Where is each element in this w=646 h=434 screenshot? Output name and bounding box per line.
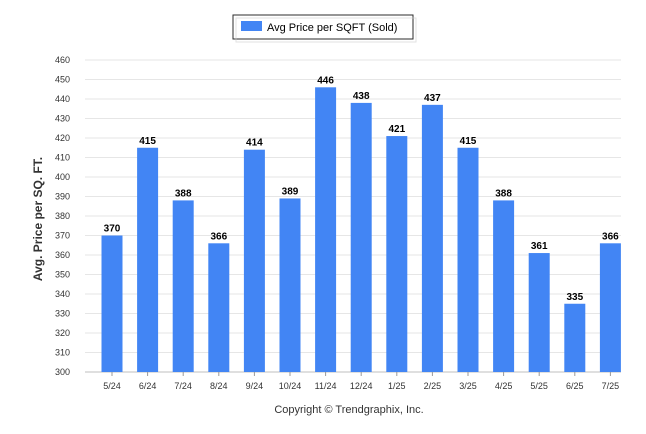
bar-value-label: 446 — [317, 75, 334, 86]
bar — [457, 147, 479, 372]
bar-value-label: 335 — [566, 292, 583, 303]
x-tick-label: 5/25 — [530, 381, 548, 391]
legend-label: Avg Price per SQFT (Sold) — [267, 22, 397, 34]
legend-swatch — [241, 21, 262, 31]
bar-value-label: 366 — [210, 231, 227, 242]
y-tick-label: 410 — [55, 153, 70, 163]
y-tick-label: 430 — [55, 114, 70, 124]
x-tick-label: 5/24 — [103, 381, 121, 391]
x-tick-label: 6/25 — [566, 381, 584, 391]
x-tick-label: 6/24 — [139, 381, 157, 391]
legend-shadow — [235, 17, 417, 43]
y-tick-label: 350 — [55, 270, 70, 280]
x-tick-label: 10/24 — [279, 381, 302, 391]
bar — [208, 243, 230, 372]
bars — [101, 87, 621, 373]
y-tick-label: 330 — [55, 309, 70, 319]
x-tick-label: 9/24 — [246, 381, 264, 391]
y-tick-label: 370 — [55, 231, 70, 241]
bar — [101, 235, 123, 372]
bar-value-label: 370 — [104, 224, 121, 235]
bar — [315, 87, 337, 373]
y-axis-ticks: 300 310 320 330 340 350 360 370 380 390 400 410 420 4… — [55, 55, 70, 377]
bar-value-label: 438 — [353, 91, 370, 102]
bar — [172, 200, 194, 372]
y-tick-label: 380 — [55, 211, 70, 221]
bar-value-label: 437 — [424, 93, 441, 104]
bar — [386, 136, 408, 372]
bar — [137, 147, 159, 372]
x-tick-label: 1/25 — [388, 381, 406, 391]
y-tick-label: 310 — [55, 348, 70, 358]
x-tick-label: 12/24 — [350, 381, 373, 391]
x-tick-label: 7/24 — [174, 381, 192, 391]
bar — [421, 104, 443, 372]
bar — [528, 253, 550, 372]
bar-value-label: 415 — [139, 136, 156, 147]
bar-value-label: 388 — [175, 188, 192, 199]
bar-value-label: 388 — [495, 188, 512, 199]
y-tick-label: 460 — [55, 55, 70, 65]
bar — [350, 102, 372, 373]
legend-box — [232, 14, 414, 40]
y-tick-label: 440 — [55, 94, 70, 104]
x-tick-label: 7/25 — [602, 381, 620, 391]
x-tick-label: 8/24 — [210, 381, 228, 391]
x-tick-label: 11/24 — [315, 381, 337, 391]
x-tick-label: 2/25 — [424, 381, 442, 391]
legend: Avg Price per SQFT (Sold) — [232, 14, 417, 43]
copyright-text: Copyright © Trendgraphix, Inc. — [274, 404, 423, 416]
bar-value-label: 421 — [388, 124, 405, 135]
bar-value-label: 415 — [460, 136, 477, 147]
x-tick-label: 4/25 — [495, 381, 513, 391]
y-tick-label: 400 — [55, 172, 70, 182]
y-tick-label: 320 — [55, 328, 70, 338]
bar — [493, 200, 515, 372]
y-tick-label: 450 — [55, 75, 70, 85]
y-tick-label: 390 — [55, 192, 70, 202]
y-tick-label: 300 — [55, 367, 70, 377]
bar — [564, 303, 586, 372]
bar — [279, 198, 301, 372]
bar — [599, 243, 621, 372]
y-tick-label: 340 — [55, 289, 70, 299]
x-tick-label: 3/25 — [459, 381, 477, 391]
y-tick-label: 360 — [55, 250, 70, 260]
bar — [243, 149, 265, 372]
y-tick-label: 420 — [55, 133, 70, 143]
bar-value-label: 389 — [282, 186, 299, 197]
y-axis-title: Avg. Price per SQ. FT. — [31, 157, 45, 281]
bar-value-label: 414 — [246, 138, 263, 149]
bar-value-label: 366 — [602, 231, 619, 242]
bar-value-label: 361 — [531, 241, 548, 252]
data-labels: 370 415 388 366 414 389 446 438 421 437 415 388 361 3… — [104, 75, 620, 302]
x-axis-ticks: 5/24 6/24 7/24 8/24 9/24 10/24 11/24 12/24 1/25 2… — [103, 372, 619, 391]
